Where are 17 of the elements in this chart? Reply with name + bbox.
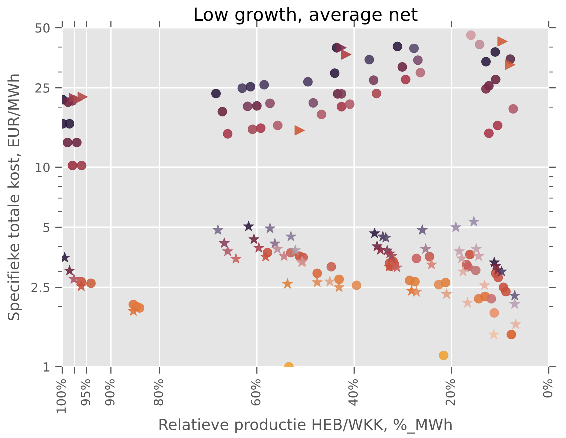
x-tick-label: 80% (154, 379, 164, 406)
y-tick-label: 2.5 (32, 283, 50, 292)
y-tick-label: 5 (44, 223, 50, 232)
x-tick-label: 60% (251, 379, 261, 406)
y-tick-label: 25 (36, 84, 50, 93)
x-axis-title: Relatieve productie HEB/WKK, %_MWh (160, 418, 452, 434)
x-tick-label: 20% (446, 379, 456, 406)
chart-title: Low growth, average net (195, 7, 418, 25)
x-tick-label: 95% (80, 379, 90, 406)
x-tick-label: 90% (105, 379, 115, 406)
x-tick-label: 0% (543, 379, 553, 398)
y-tick-label: 1 (44, 362, 50, 372)
y-tick-label: 10 (36, 162, 50, 172)
y-tick-label: 50 (36, 23, 50, 33)
x-tick-label: 40% (348, 379, 358, 406)
x-tick-label: 100% (56, 379, 66, 414)
y-axis-title: Specifieke totale kost, EUR/MWh (8, 74, 22, 321)
